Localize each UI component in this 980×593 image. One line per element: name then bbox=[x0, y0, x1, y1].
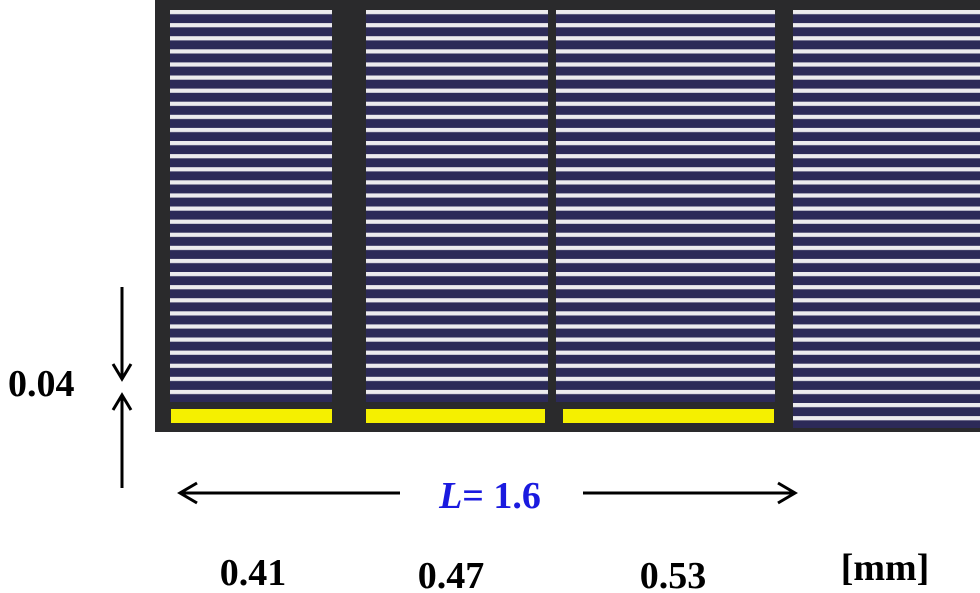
length-symbol: L bbox=[438, 475, 462, 517]
highlight-bar bbox=[366, 409, 545, 423]
dimension-label: 0.04 bbox=[8, 363, 75, 405]
highlight-bar bbox=[171, 409, 332, 423]
dimension-arrows bbox=[111, 287, 798, 505]
length-label: L= 1.6 bbox=[438, 475, 541, 517]
column-label: 0.47 bbox=[418, 555, 485, 593]
micrograph bbox=[155, 0, 980, 432]
column-label: 0.53 bbox=[640, 555, 707, 593]
highlight-bar bbox=[563, 409, 774, 423]
length-value: = 1.6 bbox=[462, 475, 541, 517]
column-label: 0.41 bbox=[220, 552, 287, 593]
unit-label: [mm] bbox=[841, 547, 930, 589]
